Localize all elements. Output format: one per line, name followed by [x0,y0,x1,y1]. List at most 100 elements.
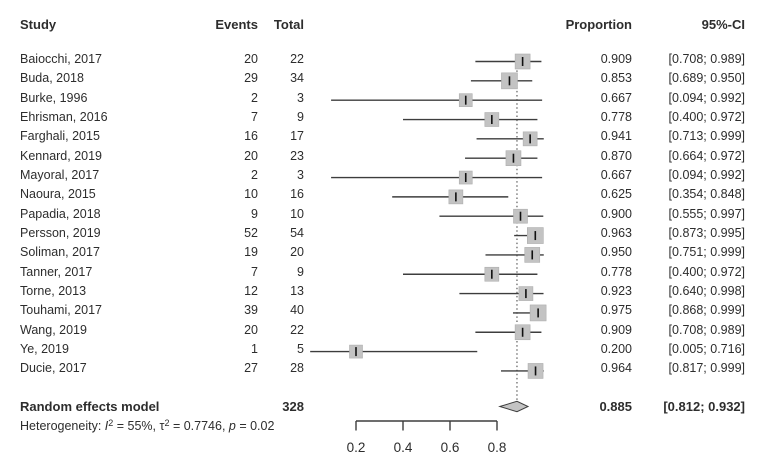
proportion-value: 0.900 [600,206,632,221]
heterogeneity-text: Heterogeneity: [20,419,105,433]
proportion-value: 0.853 [600,71,632,86]
events-value: 20 [244,52,258,66]
proportion-value: 0.909 [600,52,632,66]
x-axis-tick-label: 0.2 [347,440,366,455]
study-row: Baiocchi, 2017 20 22 0.909 [0.708; 0.989… [0,52,758,71]
heterogeneity-text: 2 [164,418,170,428]
study-label: Wang, 2019 [20,322,87,337]
proportion-value: 0.941 [600,129,632,144]
total-value: 54 [290,226,304,241]
events-value: 7 [251,110,258,125]
header-events: Events [215,17,258,32]
study-label: Touhami, 2017 [20,303,103,318]
study-label: Ehrisman, 2016 [20,110,108,125]
total-value: 34 [290,71,304,86]
heterogeneity-text: p [228,419,236,433]
heterogeneity-text: = 0.02 [235,419,275,433]
events-value: 27 [244,361,258,376]
study-row: Persson, 2019 52 54 0.963 [0.873; 0.995] [0,226,758,245]
header-ci: 95%-CI [701,17,745,32]
ci-value: [0.400; 0.972] [668,110,745,125]
heterogeneity-text: = 0.7746, [169,419,229,433]
proportion-value: 0.625 [600,187,632,202]
ci-value: [0.354; 0.848] [668,187,745,202]
ci-value: [0.868; 0.999] [668,303,745,318]
study-label: Mayoral, 2017 [20,168,100,183]
header-study: Study [20,17,57,32]
proportion-value: 0.200 [600,342,632,357]
total-value: 28 [290,361,304,376]
proportion-value: 0.870 [600,148,632,163]
summary-total: 328 [282,399,304,414]
study-row: Ye, 2019 1 5 0.200 [0.005; 0.716] [0,342,758,361]
summary-proportion: 0.885 [599,399,632,414]
proportion-value: 0.778 [600,110,632,125]
x-axis-tick-label: 0.8 [488,440,507,455]
study-label: Ye, 2019 [20,342,69,357]
total-value: 16 [290,187,304,202]
study-label: Burke, 1996 [20,90,88,105]
study-label: Kennard, 2019 [20,148,103,163]
total-value: 20 [290,245,304,260]
study-row: Farghali, 2015 16 17 0.941 [0.713; 0.999… [0,129,758,148]
ci-value: [0.817; 0.999] [668,361,745,376]
study-row: Wang, 2019 20 22 0.909 [0.708; 0.989] [0,323,758,342]
study-row: Touhami, 2017 39 40 0.975 [0.868; 0.999] [0,303,758,322]
events-value: 2 [251,90,258,105]
total-value: 3 [297,168,304,183]
proportion-value: 0.923 [600,284,632,299]
study-row: Ehrisman, 2016 7 9 0.778 [0.400; 0.972] [0,110,758,129]
proportion-value: 0.667 [600,168,632,183]
study-row: Tanner, 2017 7 9 0.778 [0.400; 0.972] [0,265,758,284]
study-row: Torne, 2013 12 13 0.923 [0.640; 0.998] [0,284,758,303]
study-row: Mayoral, 2017 2 3 0.667 [0.094; 0.992] [0,168,758,187]
proportion-value: 0.975 [600,303,632,318]
study-label: Soliman, 2017 [20,245,100,260]
events-value: 20 [244,148,258,163]
study-label: Naoura, 2015 [20,187,96,202]
study-row: Ducie, 2017 27 28 0.964 [0.817; 0.999] [0,361,758,380]
events-value: 12 [244,284,258,299]
events-value: 2 [251,168,258,183]
ci-value: [0.005; 0.716] [668,342,745,357]
heterogeneity-text: I [104,419,109,433]
total-value: 23 [290,148,304,163]
x-axis-tick-label: 0.4 [394,440,413,455]
ci-value: [0.094; 0.992] [668,168,745,183]
ci-value: [0.094; 0.992] [668,90,745,105]
header-total: Total [273,17,304,32]
study-label: Papadia, 2018 [20,206,101,221]
events-value: 29 [244,71,258,86]
summary-diamond [498,400,530,413]
study-label: Baiocchi, 2017 [20,52,103,66]
proportion-value: 0.778 [600,264,632,279]
study-label: Tanner, 2017 [20,264,93,279]
ci-value: [0.664; 0.972] [668,148,745,163]
events-value: 16 [244,129,258,144]
ci-value: [0.708; 0.989] [668,52,745,66]
total-value: 40 [290,303,304,318]
total-value: 22 [290,52,304,66]
total-value: 13 [290,284,304,299]
total-value: 10 [290,206,304,221]
heterogeneity-note: Heterogeneity: I2 = 55%, τ2 = 0.7746, p … [20,418,275,434]
events-value: 20 [244,322,258,337]
summary-label: Random effects model [20,399,160,414]
ci-value: [0.555; 0.997] [668,206,745,221]
study-row: Buda, 2018 29 34 0.853 [0.689; 0.950] [0,71,758,90]
study-row: Papadia, 2018 9 10 0.900 [0.555; 0.997] [0,207,758,226]
ci-value: [0.689; 0.950] [668,71,745,86]
heterogeneity-text: = 55%, [113,419,160,433]
total-value: 5 [297,342,304,357]
study-row: Soliman, 2017 19 20 0.950 [0.751; 0.999] [0,245,758,264]
proportion-value: 0.963 [600,226,632,241]
study-label: Ducie, 2017 [20,361,87,376]
total-value: 9 [297,110,304,125]
summary-ci: [0.812; 0.932] [663,399,745,414]
events-value: 39 [244,303,258,318]
proportion-value: 0.909 [600,322,632,337]
heterogeneity-text: τ [159,419,165,433]
total-value: 9 [297,264,304,279]
